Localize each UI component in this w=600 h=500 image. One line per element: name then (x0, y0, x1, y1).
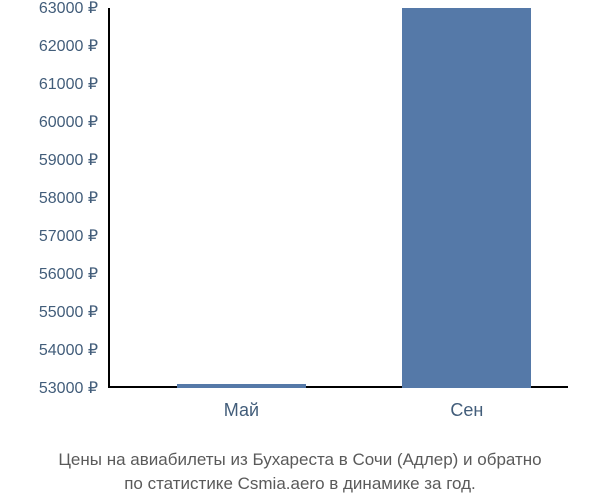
y-tick-label: 60000 ₽ (0, 112, 98, 132)
x-tick-label: Май (224, 400, 259, 421)
caption-line1: Цены на авиабилеты из Бухареста в Сочи (… (0, 448, 600, 472)
y-tick-label: 58000 ₽ (0, 188, 98, 208)
y-tick-label: 54000 ₽ (0, 340, 98, 360)
bar (177, 384, 306, 388)
price-bar-chart: 53000 ₽ 54000 ₽ 55000 ₽ 56000 ₽ 57000 ₽ 58000… (0, 0, 600, 500)
y-tick-label: 61000 ₽ (0, 74, 98, 94)
y-tick-label: 55000 ₽ (0, 302, 98, 322)
y-tick-label: 57000 ₽ (0, 226, 98, 246)
y-tick-label: 63000 ₽ (0, 0, 98, 18)
chart-caption: Цены на авиабилеты из Бухареста в Сочи (… (0, 448, 600, 496)
y-tick-label: 56000 ₽ (0, 264, 98, 284)
bar (402, 8, 531, 388)
y-tick-label: 53000 ₽ (0, 378, 98, 398)
y-tick-label: 62000 ₽ (0, 36, 98, 56)
caption-line2: по статистике Csmia.aero в динамике за г… (0, 472, 600, 496)
x-tick-label: Сен (450, 400, 483, 421)
y-tick-label: 59000 ₽ (0, 150, 98, 170)
